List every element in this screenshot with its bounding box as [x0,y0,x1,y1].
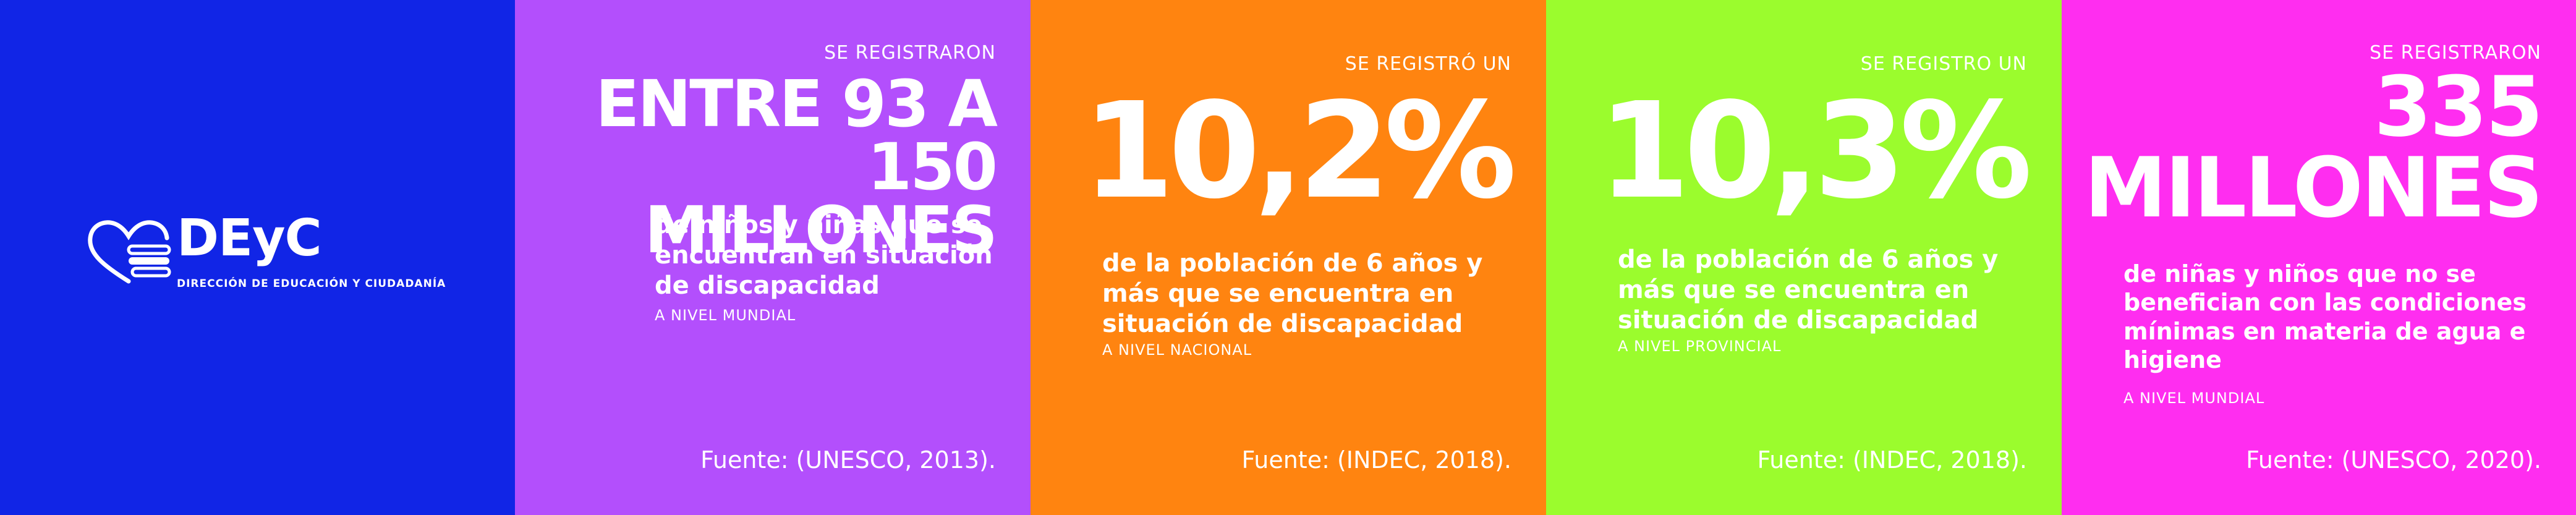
description: de niños y niñas que se encuentran en si… [655,210,993,300]
scope-label: A NIVEL MUNDIAL [2123,389,2265,407]
headline: 10,3% [1598,74,2032,228]
description-line: higiene [2123,346,2222,374]
headline-line-1: ENTRE 93 A [595,66,998,142]
source-citation: Fuente: (UNESCO, 2013). [700,446,996,474]
scope-label: A NIVEL PROVINCIAL [1618,338,1782,355]
headline-line-2: 150 MILLONES [644,129,998,268]
panel-label: SE REGISTRÓ UN [1345,53,1511,75]
logo-title: DEyC [177,209,322,268]
panel-label: SE REGISTRARON [2370,42,2541,64]
description-line: situación de discapacidad [1102,309,1463,338]
logo-text: DEyC DIRECCIÓN DE EDUCACIÓN Y CIUDADANÍA [177,209,446,291]
description: de la población de 6 años y más que se e… [1102,249,1482,339]
headline: 335 MILLONES [2084,59,2543,237]
source-citation: Fuente: (INDEC, 2018). [1757,446,2027,474]
description: de la población de 6 años y más que se e… [1618,245,1998,335]
stat-panel-provincial: SE REGISTRO UN 10,3% de la población de … [1546,0,2062,515]
logo-subtitle: DIRECCIÓN DE EDUCACIÓN Y CIUDADANÍA [177,278,446,290]
source-citation: Fuente: (UNESCO, 2020). [2246,446,2541,474]
headline: ENTRE 93 A 150 MILLONES [515,66,998,268]
description-line: más que se encuentra en [1102,279,1454,308]
description-line: encuentran en situación [655,240,993,270]
stat-panel-water-hygiene: SE REGISTRARON 335 MILLONES de niñas y n… [2062,0,2576,515]
headline-line-2: MILLONES [2084,140,2543,237]
stat-panel-world-children: SE REGISTRARON ENTRE 93 A 150 MILLONES d… [515,0,1031,515]
headline: 10,2% [1082,74,1516,228]
description-line: más que se encuentra en [1618,275,1970,304]
description-line: mínimas en materia de agua e [2123,317,2526,345]
heart-hand-icon [88,220,171,284]
panel-label: SE REGISTRO UN [1860,53,2027,75]
description-line: de niñas y niños que no se [2123,260,2476,287]
deyc-logo: DEyC DIRECCIÓN DE EDUCACIÓN Y CIUDADANÍA [85,209,446,291]
headline-line-1: 335 [2374,59,2543,155]
description-line: de la población de 6 años y [1618,245,1999,274]
stat-panel-national: SE REGISTRÓ UN 10,2% de la población de … [1031,0,1546,515]
logo-panel: DEyC DIRECCIÓN DE EDUCACIÓN Y CIUDADANÍA [0,0,515,515]
description-line: benefician con las condiciones [2123,289,2527,317]
description-line: de discapacidad [655,271,880,300]
description-line: de la población de 6 años y [1102,249,1483,278]
description-line: situación de discapacidad [1618,305,1979,334]
panel-label: SE REGISTRARON [824,42,996,64]
scope-label: A NIVEL NACIONAL [1102,341,1252,359]
scope-label: A NIVEL MUNDIAL [655,307,796,324]
description-line: de niños y niñas que se [655,211,983,239]
source-citation: Fuente: (INDEC, 2018). [1241,446,1511,474]
description: de niñas y niños que no se benefician co… [2123,260,2527,374]
